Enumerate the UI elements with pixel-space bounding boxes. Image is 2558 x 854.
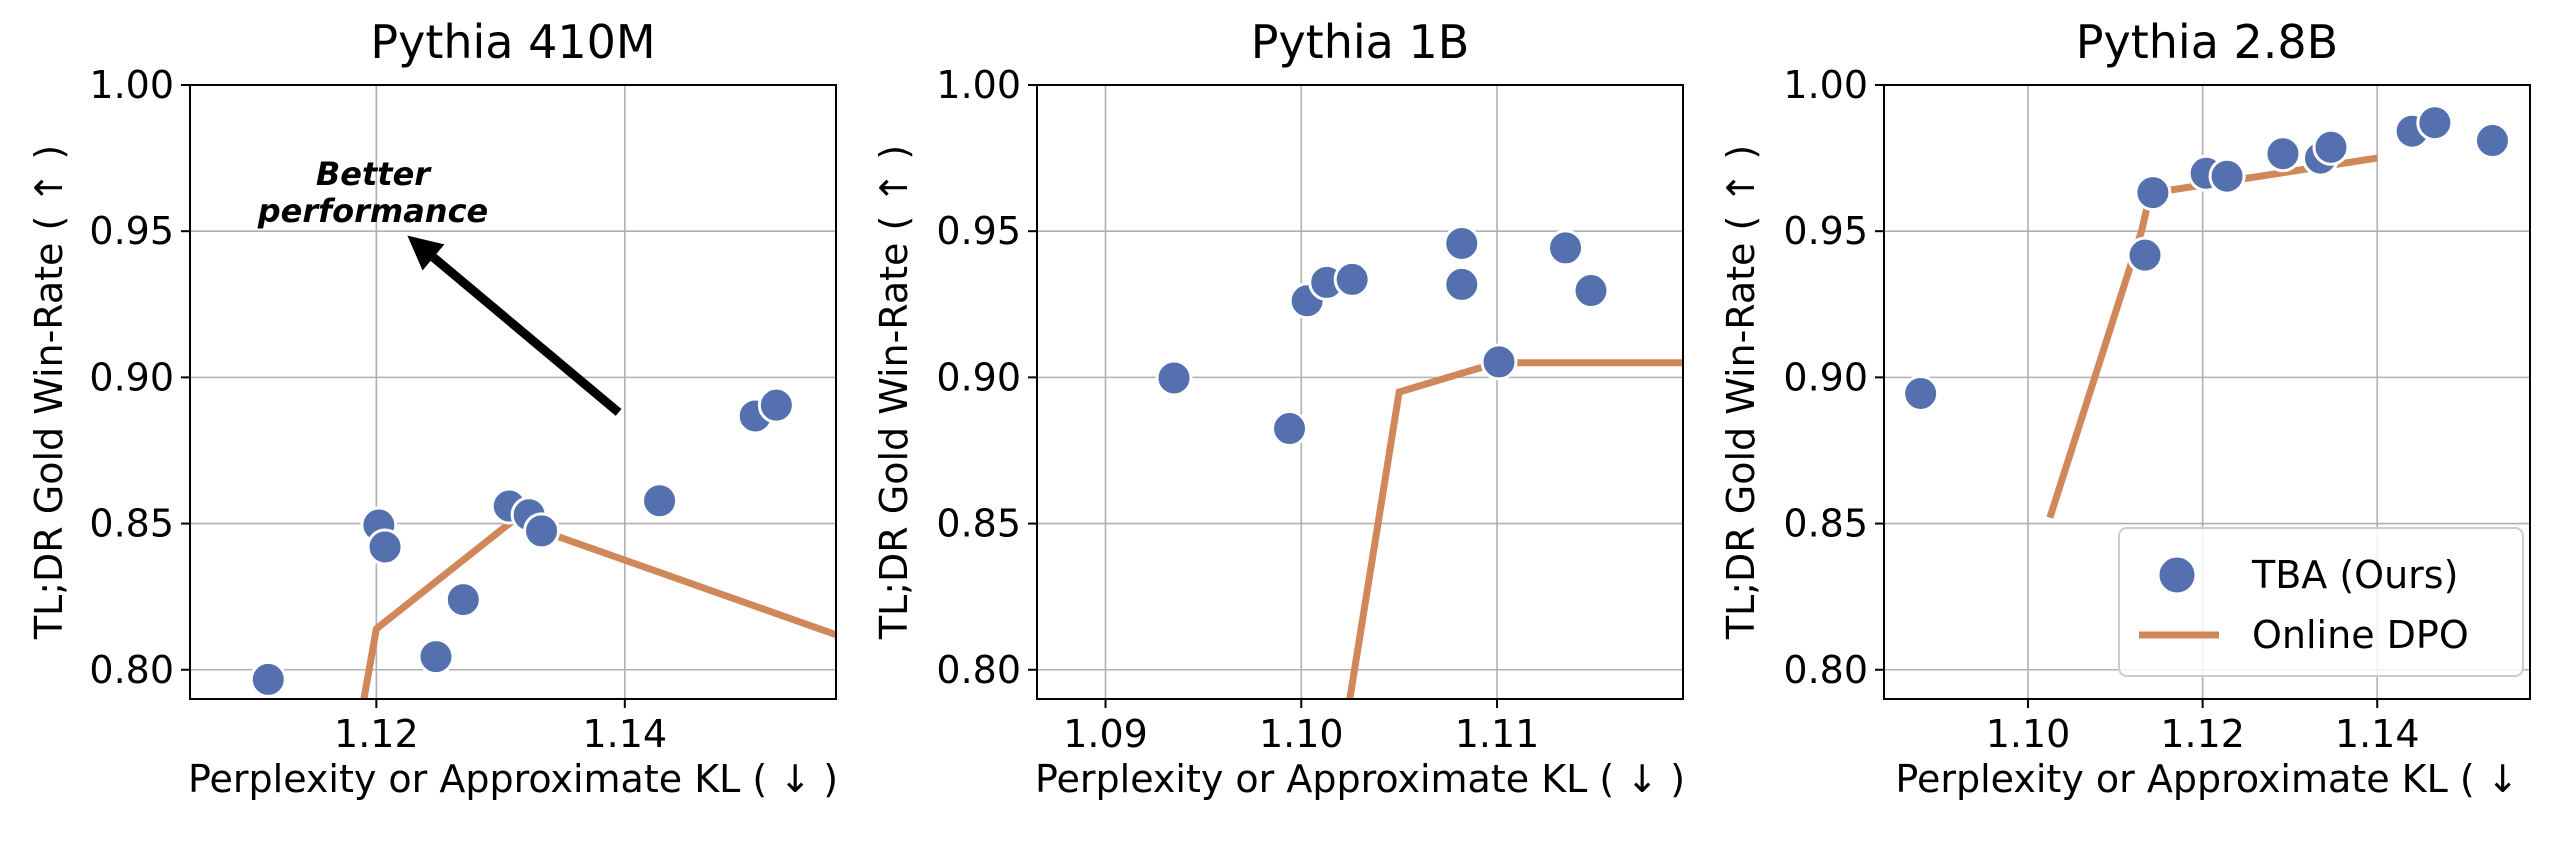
x-axis-label: Perplexity or Approximate KL ( ↓ [1895,757,2518,801]
tba-point [249,660,287,698]
chart-title: Pythia 410M [370,15,655,69]
chart-panel-3: 1.10 1.12 1.14 0.80 0.85 0.90 0.95 1.00 Pythia 2… [1719,15,2531,801]
y-tick-label: 0.90 [1783,355,1868,399]
tba-point [1902,374,1940,412]
y-axis-label: TL;DR Gold Win-Rate ( ↑ ) [872,145,916,640]
y-tick-label: 0.80 [936,648,1021,692]
x-tick-label: 1.12 [334,712,419,756]
tba-point [366,528,404,566]
x-tick-label: 1.10 [1259,712,1344,756]
annotation-text: Better [316,155,432,193]
tba-point [2134,174,2172,212]
online-dpo-line [360,516,836,699]
plot-frame [1883,84,2531,700]
x-axis-label: Perplexity or Approximate KL ( ↓ ) [188,757,838,801]
tba-point [1547,229,1585,267]
tba-point [1572,272,1610,310]
tba-point [1271,410,1309,448]
legend-tba-marker [2156,554,2198,596]
x-tick-label: 1.12 [2160,712,2245,756]
tba-point [1333,260,1371,298]
tba-point [1443,265,1481,303]
x-tick-label: 1.09 [1063,712,1148,756]
legend: TBA (Ours) Online DPO [2118,527,2524,677]
y-tick-label: 0.85 [936,502,1021,546]
better-performance-arrow-head [407,235,445,271]
tba-point [2126,236,2164,274]
y-axis-label: TL;DR Gold Win-Rate ( ↑ ) [27,145,71,640]
x-tick-label: 1.10 [1986,712,2071,756]
online-dpo-line [2046,154,2378,519]
y-tick-label: 1.00 [1783,63,1868,107]
chart-title: Pythia 2.8B [2076,15,2338,69]
tba-point [641,482,679,520]
tba-point [444,581,482,619]
y-axis-label: TL;DR Gold Win-Rate ( ↑ ) [1719,145,1763,640]
y-tick-label: 0.95 [89,209,174,253]
y-tick-label: 0.90 [936,355,1021,399]
y-tick-label: 0.85 [1783,502,1868,546]
tba-point [2264,135,2302,173]
y-tick-label: 1.00 [936,63,1021,107]
y-tick-label: 0.90 [89,355,174,399]
tba-point [2473,122,2511,160]
y-tick-label: 0.85 [89,502,174,546]
tba-point [1480,343,1518,381]
tba-point [1155,359,1193,397]
plot-area [1902,104,2511,519]
legend-dpo-label: Online DPO [2252,613,2469,657]
annotation-text: performance [257,192,488,230]
tba-point [2416,104,2454,142]
tba-point [523,512,561,550]
online-dpo-line [1346,359,1683,699]
chart-panel-1: 1.12 1.14 0.80 0.85 0.90 0.95 1.00 Pythia 410M P… [27,15,838,801]
tba-point [2312,128,2350,166]
plot-area [249,386,836,699]
legend-box [2118,527,2524,677]
legend-tba-label: TBA (Ours) [2251,553,2458,597]
tba-point [2208,157,2246,195]
y-tick-label: 1.00 [89,63,174,107]
x-tick-label: 1.14 [2335,712,2420,756]
x-tick-label: 1.11 [1455,712,1540,756]
chart-title: Pythia 1B [1251,15,1470,69]
better-performance-arrow-shaft [430,253,622,416]
y-tick-label: 0.95 [936,209,1021,253]
y-tick-label: 0.95 [1783,209,1868,253]
plot-frame [1036,84,1684,700]
chart-panel-2: 1.09 1.10 1.11 0.80 0.85 0.90 0.95 1.00 Pythia 1… [872,15,1685,801]
tba-point [757,386,795,424]
tba-point [1443,224,1481,262]
y-tick-label: 0.80 [1783,648,1868,692]
plot-frame [189,84,837,700]
y-tick-label: 0.80 [89,648,174,692]
x-tick-label: 1.14 [583,712,668,756]
plot-area [1155,224,1683,699]
x-axis-label: Perplexity or Approximate KL ( ↓ ) [1035,757,1685,801]
tba-point [417,638,455,676]
